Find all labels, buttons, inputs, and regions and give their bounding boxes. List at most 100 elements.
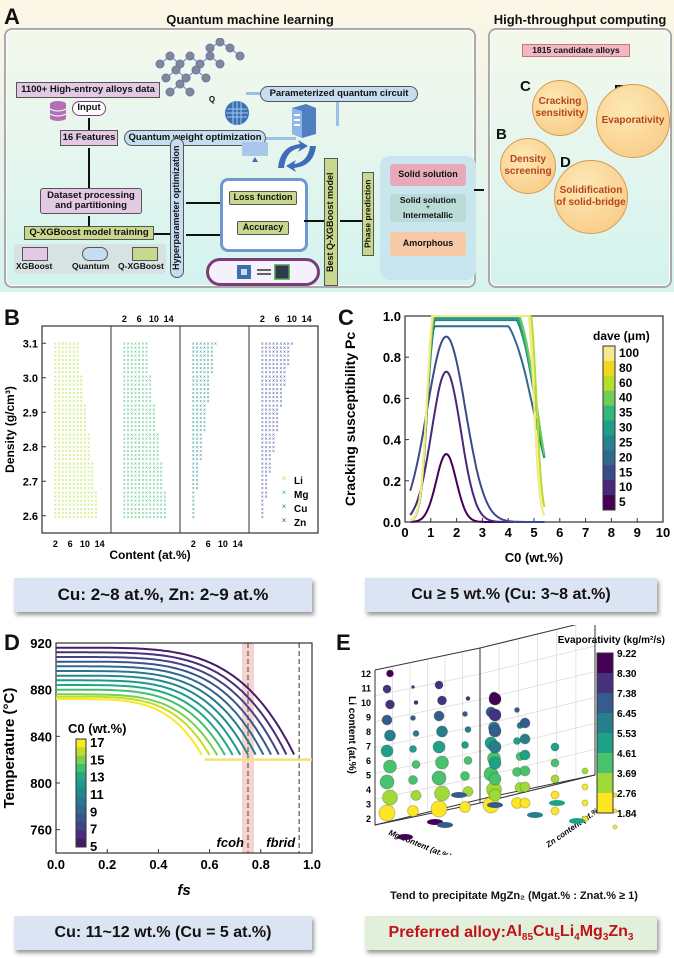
- data-point: ×: [54, 424, 57, 430]
- x-tick-label: 7: [582, 525, 589, 540]
- data-point: ×: [134, 482, 137, 488]
- data-point: ×: [207, 395, 210, 401]
- data-source-node: 1100+ High-entroy alloys data: [16, 82, 160, 98]
- bubble: [436, 725, 448, 738]
- data-point: ×: [72, 383, 75, 389]
- data-point: ×: [58, 494, 61, 500]
- data-point: ×: [141, 511, 144, 517]
- data-point: ×: [80, 374, 83, 380]
- data-point: ×: [69, 366, 72, 372]
- data-point: ×: [149, 445, 152, 451]
- colorbar-tick-label: 17: [90, 735, 104, 750]
- data-point: ×: [203, 391, 206, 397]
- data-point: ×: [192, 366, 195, 372]
- data-point: ×: [87, 432, 90, 438]
- data-point: ×: [134, 441, 137, 447]
- data-point: ×: [261, 428, 264, 434]
- data-point: ×: [80, 407, 83, 413]
- data-point: ×: [130, 490, 133, 496]
- data-point: ×: [94, 507, 97, 513]
- data-point: ×: [268, 370, 271, 376]
- data-point: ×: [134, 416, 137, 422]
- data-point: ×: [279, 399, 282, 405]
- data-point: ×: [134, 436, 137, 442]
- data-point: ×: [156, 445, 159, 451]
- data-point: ×: [196, 412, 199, 418]
- cracking-chart: 0.0 0.2 0.4 0.6 0.8 1.0 0 1 2 3 4 5 6 7 8 9 10 Cracking s…: [342, 309, 670, 565]
- data-point: ×: [58, 441, 61, 447]
- data-point: ×: [199, 358, 202, 364]
- data-point: ×: [130, 465, 133, 471]
- data-point: ×: [130, 379, 133, 385]
- data-point: ×: [156, 465, 159, 471]
- data-point: ×: [268, 436, 271, 442]
- circle-letter: B: [496, 126, 507, 143]
- data-point: ×: [196, 403, 199, 409]
- data-point: ×: [141, 507, 144, 513]
- data-point: ×: [203, 407, 206, 413]
- data-point: ×: [196, 445, 199, 451]
- data-point: ×: [272, 383, 275, 389]
- data-point: ×: [69, 515, 72, 521]
- data-point: ×: [268, 416, 271, 422]
- data-point: ×: [72, 482, 75, 488]
- data-point: ×: [163, 490, 166, 496]
- data-point: ×: [261, 478, 264, 484]
- data-point: ×: [76, 374, 79, 380]
- data-point: ×: [145, 457, 148, 463]
- data-point: ×: [130, 482, 133, 488]
- series-line-c0-8: [56, 660, 272, 756]
- data-point: ×: [72, 453, 75, 459]
- colorbar-segment: [597, 753, 613, 774]
- data-point: ×: [141, 428, 144, 434]
- data-point: ×: [196, 370, 199, 376]
- data-point: ×: [61, 374, 64, 380]
- data-point: ×: [268, 432, 271, 438]
- data-point: ×: [76, 370, 79, 376]
- data-point: ×: [65, 354, 68, 360]
- data-point: ×: [61, 445, 64, 451]
- data-point: ×: [58, 403, 61, 409]
- data-point: ×: [123, 345, 126, 351]
- data-point: ×: [145, 345, 148, 351]
- data-point: ×: [149, 507, 152, 513]
- data-point: ×: [192, 345, 195, 351]
- data-point: ×: [149, 399, 152, 405]
- data-point: ×: [196, 399, 199, 405]
- data-point: ×: [76, 341, 79, 347]
- data-point: ×: [80, 453, 83, 459]
- data-point: ×: [83, 490, 86, 496]
- data-point: ×: [72, 403, 75, 409]
- data-point: ×: [94, 499, 97, 505]
- data-point: ×: [61, 441, 64, 447]
- data-point: ×: [61, 503, 64, 509]
- data-point: ×: [65, 470, 68, 476]
- data-point: ×: [54, 470, 57, 476]
- data-point: ×: [61, 486, 64, 492]
- data-point: ×: [268, 453, 271, 459]
- data-point: ×: [268, 354, 271, 360]
- data-point: ×: [72, 391, 75, 397]
- data-point: ×: [83, 461, 86, 467]
- x-tick-label: 14: [164, 314, 174, 324]
- data-point: ×: [160, 507, 163, 513]
- data-point: ×: [123, 432, 126, 438]
- data-point: ×: [163, 494, 166, 500]
- x-tick-label: 10: [149, 314, 159, 324]
- data-point: ×: [123, 341, 126, 347]
- data-point: ×: [83, 424, 86, 430]
- data-point: ×: [130, 358, 133, 364]
- data-point: ×: [87, 436, 90, 442]
- data-point: ×: [134, 432, 137, 438]
- data-point: ×: [283, 383, 286, 389]
- data-point: ×: [196, 366, 199, 372]
- data-point: ×: [141, 482, 144, 488]
- data-point: ×: [72, 499, 75, 505]
- data-point: ×: [123, 503, 126, 509]
- data-point: ×: [192, 507, 195, 513]
- legend-marker: ×: [282, 502, 287, 511]
- data-point: ×: [69, 436, 72, 442]
- data-point: ×: [83, 511, 86, 517]
- data-point: ×: [54, 478, 57, 484]
- data-point: ×: [80, 428, 83, 434]
